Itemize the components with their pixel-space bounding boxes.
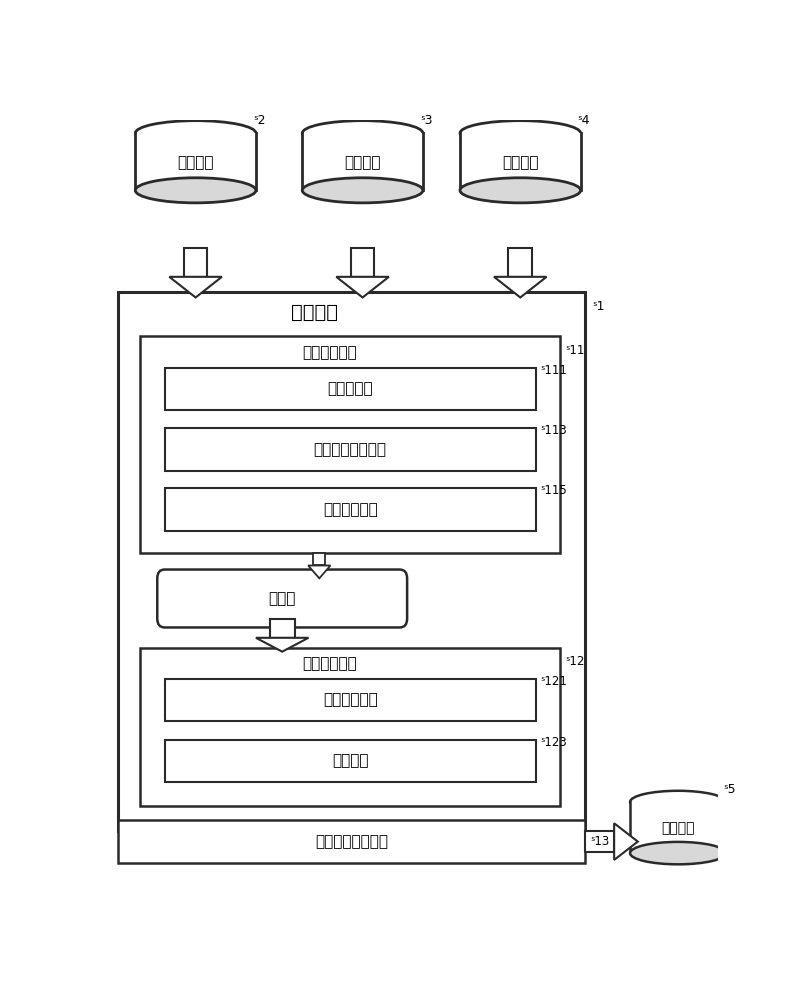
Text: ˢ2: ˢ2 xyxy=(253,114,265,127)
Text: 仿真设备: 仿真设备 xyxy=(291,303,338,322)
Text: ˢ123: ˢ123 xyxy=(541,736,567,749)
Bar xyxy=(164,740,535,782)
Text: ˢ4: ˢ4 xyxy=(578,114,590,127)
Text: ˢ5: ˢ5 xyxy=(723,783,736,796)
Text: ˢ115: ˢ115 xyxy=(541,484,567,497)
Text: 块划分部分: 块划分部分 xyxy=(327,382,373,397)
Text: 仿真信息: 仿真信息 xyxy=(662,821,695,835)
Bar xyxy=(164,428,535,471)
Polygon shape xyxy=(494,277,547,297)
Ellipse shape xyxy=(136,178,256,203)
Bar xyxy=(136,133,256,190)
Bar xyxy=(630,802,726,853)
Text: 预测信息: 预测信息 xyxy=(502,155,539,170)
Bar xyxy=(585,831,614,852)
Polygon shape xyxy=(614,823,638,860)
FancyBboxPatch shape xyxy=(157,570,407,627)
Text: 定时信息: 定时信息 xyxy=(345,155,381,170)
Text: ˢ113: ˢ113 xyxy=(541,424,567,437)
Text: 预测仿真执行部分: 预测仿真执行部分 xyxy=(314,442,387,457)
Ellipse shape xyxy=(460,178,581,203)
Text: 校正部分: 校正部分 xyxy=(332,753,369,768)
Bar xyxy=(118,292,585,831)
Text: ˢ12: ˢ12 xyxy=(566,655,585,668)
Bar xyxy=(140,336,560,553)
Bar xyxy=(164,679,535,721)
Text: 仿真信息采集部分: 仿真信息采集部分 xyxy=(315,834,389,849)
Polygon shape xyxy=(169,277,222,297)
Bar xyxy=(164,368,535,410)
Text: 代码生成部分: 代码生成部分 xyxy=(323,502,377,517)
Text: ˢ111: ˢ111 xyxy=(541,364,567,377)
Bar xyxy=(351,248,374,277)
Polygon shape xyxy=(256,638,309,652)
Bar xyxy=(140,648,560,806)
Text: ˢ11: ˢ11 xyxy=(566,344,585,357)
Polygon shape xyxy=(336,277,389,297)
Bar xyxy=(508,248,532,277)
Bar xyxy=(302,133,423,190)
Text: 代码转换部分: 代码转换部分 xyxy=(302,345,357,360)
Bar xyxy=(460,133,581,190)
Bar xyxy=(118,820,585,863)
Ellipse shape xyxy=(630,842,726,864)
Ellipse shape xyxy=(460,121,581,146)
Text: ˢ3: ˢ3 xyxy=(420,114,433,127)
Text: 代码执行部分: 代码执行部分 xyxy=(323,693,377,708)
Text: ˢ121: ˢ121 xyxy=(541,675,567,688)
Ellipse shape xyxy=(136,121,256,146)
Ellipse shape xyxy=(302,178,423,203)
Polygon shape xyxy=(308,565,330,578)
Ellipse shape xyxy=(302,121,423,146)
Bar xyxy=(164,488,535,531)
Ellipse shape xyxy=(630,791,726,813)
Text: 仿真执行部分: 仿真执行部分 xyxy=(302,657,357,672)
Text: 主代码: 主代码 xyxy=(268,591,296,606)
Bar xyxy=(184,248,207,277)
Bar xyxy=(270,619,294,638)
Text: 目标程序: 目标程序 xyxy=(177,155,214,170)
Text: ˢ13: ˢ13 xyxy=(591,835,610,848)
Bar xyxy=(313,553,326,565)
Text: ˢ1: ˢ1 xyxy=(593,300,605,313)
